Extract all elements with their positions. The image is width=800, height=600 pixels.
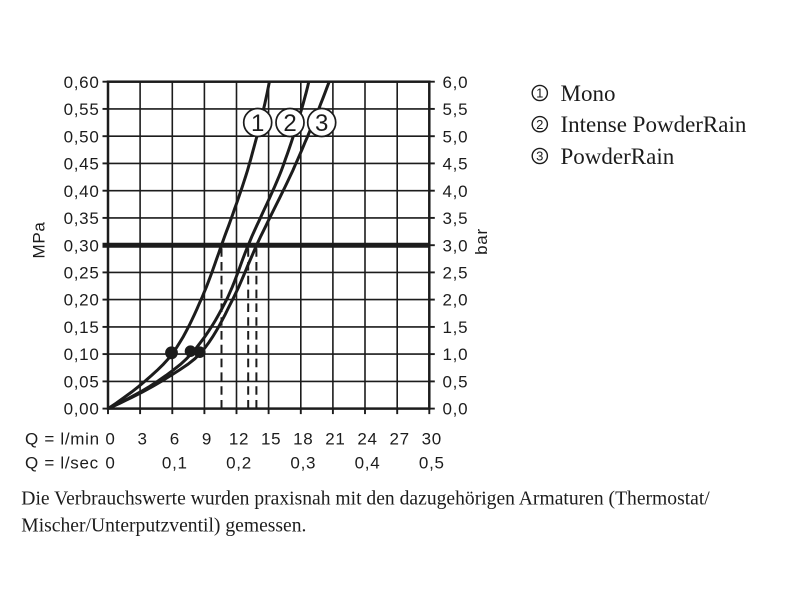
svg-text:5,0: 5,0 [443,127,469,146]
svg-text:24: 24 [357,429,377,448]
svg-text:0: 0 [105,454,115,473]
svg-text:9: 9 [202,429,212,448]
svg-text:0,2: 0,2 [226,454,252,473]
svg-text:0,40: 0,40 [64,182,100,201]
svg-text:Mischer/Unterputzventil) gemes: Mischer/Unterputzventil) gemessen. [21,516,306,537]
svg-text:0,4: 0,4 [355,454,381,473]
svg-text:0,35: 0,35 [64,209,100,228]
svg-text:1: 1 [251,110,264,137]
svg-text:0,55: 0,55 [64,100,100,119]
svg-text:bar: bar [472,228,491,255]
svg-text:0,5: 0,5 [419,454,445,473]
svg-text:Die Verbrauchswerte wurden pra: Die Verbrauchswerte wurden praxisnah mit… [21,489,710,510]
svg-text:3,0: 3,0 [443,236,469,255]
svg-text:4,0: 4,0 [443,182,469,201]
svg-text:3: 3 [315,110,328,137]
svg-text:21: 21 [325,429,345,448]
svg-text:0,30: 0,30 [64,236,100,255]
svg-text:3,5: 3,5 [443,209,469,228]
svg-text:0,20: 0,20 [64,291,100,310]
svg-text:2: 2 [283,110,296,137]
svg-text:MPa: MPa [29,221,48,258]
svg-text:6: 6 [170,429,180,448]
svg-text:18: 18 [293,429,313,448]
svg-text:2,0: 2,0 [443,291,469,310]
svg-text:30: 30 [422,429,442,448]
svg-text:Intense PowderRain: Intense PowderRain [561,112,747,137]
svg-text:6,0: 6,0 [443,73,469,92]
svg-text:3: 3 [138,429,148,448]
svg-text:Q = l/sec: Q = l/sec [25,454,99,473]
svg-text:3: 3 [536,149,543,164]
svg-text:Q = l/min: Q = l/min [25,429,100,448]
svg-text:12: 12 [229,429,249,448]
svg-text:0,45: 0,45 [64,155,100,174]
svg-text:2: 2 [536,117,543,132]
svg-text:0,10: 0,10 [64,345,100,364]
svg-text:4,5: 4,5 [443,155,469,174]
svg-text:0,1: 0,1 [162,454,188,473]
svg-text:0,15: 0,15 [64,318,100,337]
svg-text:2,5: 2,5 [443,264,469,283]
svg-text:0,25: 0,25 [64,264,100,283]
svg-text:1,5: 1,5 [443,318,469,337]
svg-text:0,60: 0,60 [64,73,100,92]
svg-text:5,5: 5,5 [443,100,469,119]
svg-text:0: 0 [105,429,115,448]
svg-text:0,50: 0,50 [64,127,100,146]
svg-text:0,00: 0,00 [64,400,100,419]
svg-text:0,5: 0,5 [443,373,469,392]
svg-text:Mono: Mono [561,81,616,106]
svg-text:0,0: 0,0 [443,400,469,419]
svg-text:PowderRain: PowderRain [561,144,675,169]
svg-text:1: 1 [536,86,543,101]
svg-text:15: 15 [261,429,281,448]
svg-text:27: 27 [390,429,410,448]
svg-text:0,3: 0,3 [290,454,316,473]
svg-text:1,0: 1,0 [443,345,469,364]
svg-text:0,05: 0,05 [64,373,100,392]
